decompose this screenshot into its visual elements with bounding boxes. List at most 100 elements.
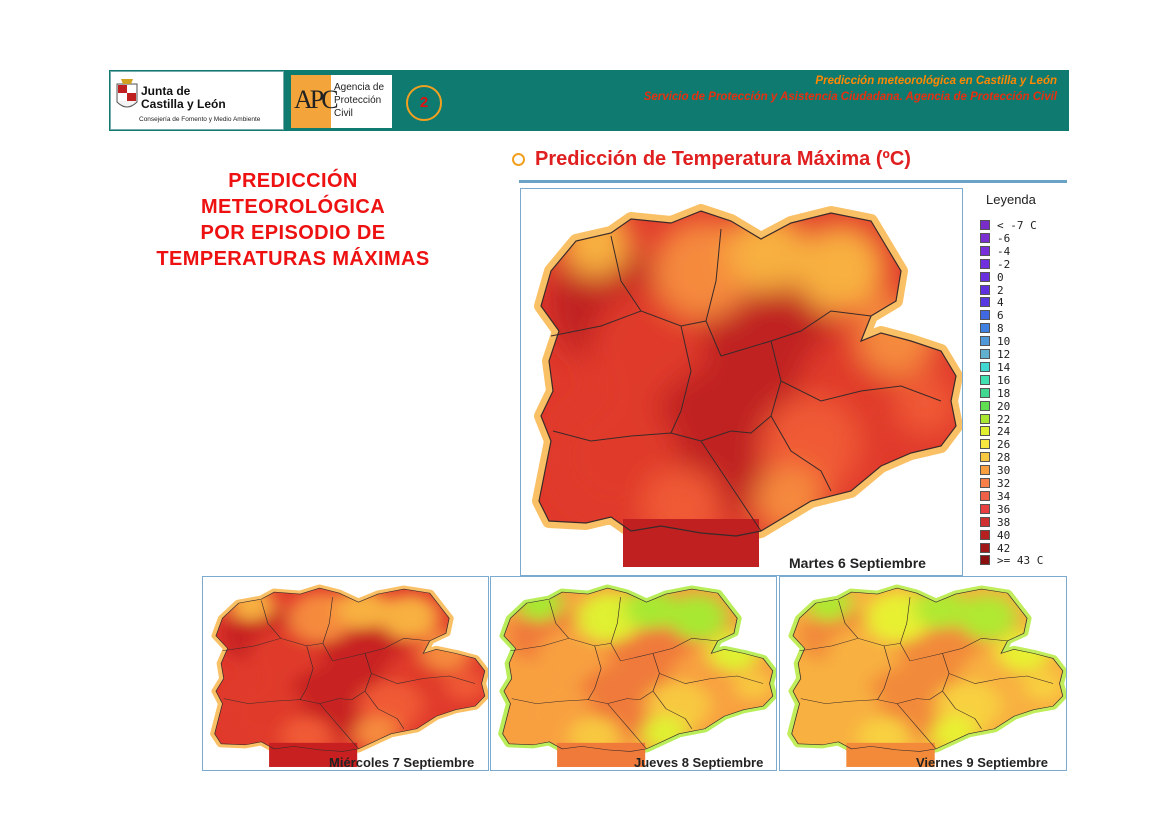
- province-border: [610, 597, 621, 662]
- title-line-3: POR EPISODIO DE: [200, 222, 386, 244]
- title-line-2: METEOROLÓGICA: [200, 196, 386, 218]
- title-line-1: PREDICCIÓN: [228, 170, 358, 192]
- legend-label: 40: [997, 528, 1011, 542]
- legend-swatch: [980, 374, 990, 385]
- province-border: [896, 703, 937, 750]
- map-panel-main: Martes 6 Septiembre: [520, 188, 963, 576]
- map-south-extension: [269, 742, 358, 767]
- temperature-zone: [795, 224, 886, 314]
- legend-label: 30: [997, 464, 1011, 478]
- temperature-zone: [896, 375, 956, 435]
- legend-swatch: [980, 258, 990, 269]
- province-border: [670, 325, 692, 434]
- region-border: [214, 587, 486, 752]
- apc-logo: APC Agencia de Protección Civil: [291, 75, 392, 128]
- province-border: [260, 600, 323, 647]
- province-border: [942, 690, 982, 729]
- map-panel-wednesday: Miércoles 7 Septiembre: [202, 576, 489, 771]
- province-border: [720, 310, 872, 357]
- temperature-zone: [653, 219, 753, 319]
- legend-swatch: [980, 387, 990, 398]
- junta-name-1: Junta de: [141, 84, 191, 98]
- province-border: [770, 340, 942, 402]
- province-border: [511, 698, 628, 704]
- temperature-map-thursday: [498, 584, 776, 767]
- temperature-zone: [914, 588, 967, 629]
- apc-line-3: Civil: [334, 108, 353, 119]
- province-border: [700, 440, 762, 532]
- legend-label: 24: [997, 425, 1011, 439]
- province-border: [652, 690, 693, 729]
- province-border: [587, 645, 602, 700]
- legend-label: 28: [997, 451, 1011, 465]
- map-south-extension: [557, 742, 646, 767]
- province-border: [800, 698, 917, 704]
- province-border: [705, 228, 722, 357]
- legend-swatch: [980, 310, 990, 321]
- legend-swatch: [980, 516, 990, 527]
- province-border: [510, 638, 569, 652]
- legend-swatch: [980, 336, 990, 347]
- legend-label: 16: [997, 373, 1011, 387]
- legend-label: >= 43 C: [997, 554, 1044, 568]
- legend-label: 42: [997, 541, 1011, 555]
- province-border: [319, 703, 359, 750]
- map-panel-thursday: Jueves 8 Septiembre: [490, 576, 777, 771]
- legend-label: 18: [997, 386, 1011, 400]
- legend-label: 0: [997, 270, 1004, 284]
- province-border: [652, 653, 764, 684]
- legend-label: 12: [997, 348, 1011, 361]
- header-subtitle: Predicción meteorológica en Castilla y L…: [815, 75, 1057, 87]
- province-border: [339, 673, 372, 700]
- temperature-zone: [958, 594, 1018, 640]
- legend-swatch: [980, 361, 990, 372]
- temperature-map-wednesday: [210, 584, 488, 767]
- province-border: [770, 415, 832, 492]
- legend-swatch: [980, 297, 990, 308]
- junta-department: Consejería de Fomento y Medio Ambiente: [139, 116, 261, 123]
- heading-bullet-icon: [512, 153, 525, 166]
- province-border: [877, 645, 891, 700]
- legend-label: 22: [997, 412, 1011, 426]
- province-border: [942, 653, 1054, 684]
- map-panel-friday: Viernes 9 Septiembre: [779, 576, 1067, 771]
- legend-label: 6: [997, 309, 1004, 323]
- map-day-label: Viernes 9 Septiembre: [916, 755, 1048, 770]
- legend-label: -2: [997, 257, 1011, 271]
- region-border: [791, 587, 1064, 752]
- temperature-zone: [288, 592, 354, 643]
- temperature-zone: [734, 670, 773, 701]
- temperature-zone: [727, 212, 808, 292]
- map-south-extension: [623, 519, 759, 567]
- legend-label: 38: [997, 515, 1011, 529]
- region-border: [502, 587, 774, 752]
- legend-swatch: [980, 400, 990, 411]
- junta-logo: Junta de Castilla y León Consejería de F…: [110, 71, 284, 130]
- temperature-zone: [668, 594, 728, 640]
- temperature-zone: [226, 681, 305, 742]
- temperature-zone: [803, 681, 882, 742]
- map-day-label: Miércoles 7 Septiembre: [329, 755, 475, 770]
- province-border: [299, 645, 314, 700]
- title-line-4: TEMPERATURAS MÁXIMAS: [156, 248, 430, 270]
- legend-swatch: [980, 529, 990, 540]
- province-border: [322, 597, 333, 662]
- legend-swatch: [980, 555, 990, 566]
- legend-swatch: [980, 478, 990, 488]
- legend-label: 20: [997, 399, 1011, 413]
- temperature-zone: [624, 588, 677, 629]
- province-border: [223, 698, 340, 704]
- province-border: [332, 638, 430, 662]
- temperature-zone: [380, 594, 440, 640]
- province-border: [548, 600, 611, 647]
- legend-label: 36: [997, 502, 1011, 516]
- temperature-zone: [446, 670, 485, 701]
- legend-swatch: [980, 220, 990, 230]
- legend-label: 4: [997, 296, 1004, 310]
- legend-swatch: [980, 323, 990, 334]
- section-heading: Predicción de Temperatura Máxima (ºC): [535, 148, 911, 170]
- province-border: [222, 638, 281, 652]
- province-border: [916, 673, 950, 700]
- temperature-map-friday: [787, 584, 1066, 767]
- province-border: [899, 597, 911, 662]
